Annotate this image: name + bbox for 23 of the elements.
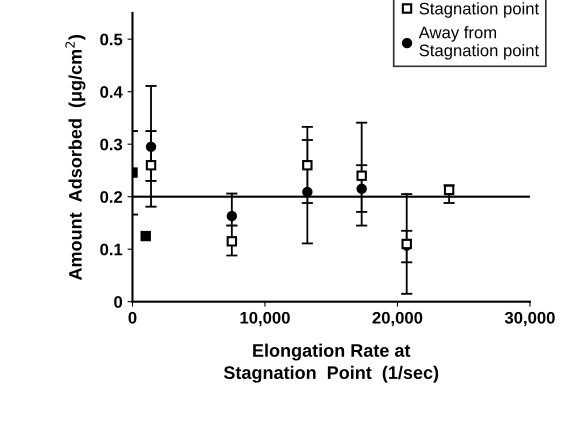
y-axis-title: Amount Adsorbed (μg/cm$^{2}$): [65, 34, 86, 280]
y-tick-label: 0.4: [100, 86, 123, 98]
x-tick-label: 0: [128, 312, 136, 324]
point: [302, 186, 313, 198]
x-tick-label: 20,000: [372, 312, 422, 326]
y-tick-label: 0.1: [100, 244, 122, 256]
legend-label: Stagnation point: [419, 2, 540, 18]
point: [226, 236, 238, 247]
point: [146, 160, 156, 170]
y-tick-label: 0.2: [100, 191, 122, 203]
point: [226, 210, 238, 222]
y-tick-label: 0.5: [100, 34, 122, 46]
x-tick-label: 10,000: [240, 312, 290, 326]
point: [356, 184, 367, 194]
y-tick-label: 0.3: [100, 138, 122, 150]
point: [146, 142, 156, 152]
point: [356, 170, 367, 181]
legend-label: Away from Stagnation point: [418, 26, 540, 60]
x-tick-label: 30,000: [504, 312, 555, 326]
point: [444, 184, 454, 196]
y-tick-label: 0: [114, 296, 122, 308]
point: [302, 160, 313, 170]
x-axis-title: Elongation Rate at Stagnation Point (1/sec): [224, 344, 438, 383]
